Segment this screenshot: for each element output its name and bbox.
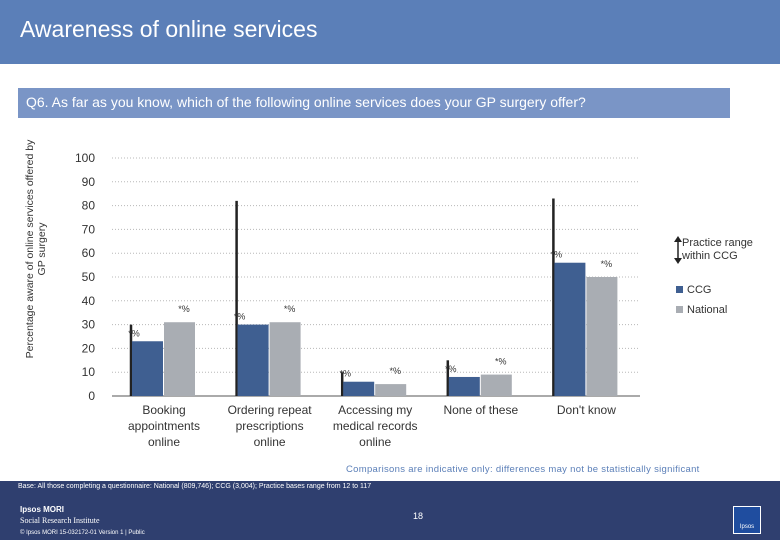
question-banner: Q6. As far as you know, which of the fol… <box>18 88 730 118</box>
page-number: 18 <box>413 511 424 521</box>
legend-national-label: National <box>687 304 728 316</box>
legend-marks <box>674 236 683 313</box>
page-title: Awareness of online services <box>20 16 318 42</box>
data-label: *% <box>234 312 246 322</box>
legend-ccg-swatch <box>676 286 683 293</box>
footer-bar <box>0 481 780 540</box>
legend-national-swatch <box>676 306 683 313</box>
legend-practice-range-label: Practice range within CCG <box>682 237 753 262</box>
x-category-label: medical records <box>333 419 418 433</box>
x-category-label: Ordering repeat <box>228 403 313 417</box>
x-category-label: prescriptions <box>236 419 304 433</box>
legend-range-arrow-down <box>674 258 682 264</box>
bars <box>132 262 618 396</box>
base-note: Base: All those completing a questionnai… <box>18 483 372 490</box>
bar-national <box>164 322 195 396</box>
bar-national <box>269 322 301 396</box>
comparison-note: Comparisons are indicative only: differe… <box>346 464 700 475</box>
y-tick-label: 100 <box>75 151 95 165</box>
y-tick-label: 10 <box>82 365 96 379</box>
data-label: *% <box>178 304 190 314</box>
y-tick-labels: 0 10 20 30 40 50 60 70 80 90 100 <box>75 151 95 403</box>
bar-ccg <box>343 381 375 396</box>
x-category-label: appointments <box>128 419 200 433</box>
institute-name: Social Research Institute <box>20 516 100 525</box>
y-tick-label: 30 <box>82 318 96 332</box>
data-label: *% <box>495 357 507 367</box>
question-text: Q6. As far as you know, which of the fol… <box>26 94 586 110</box>
legend-ccg-label: CCG <box>687 284 712 296</box>
data-label: *% <box>445 364 457 374</box>
data-label: *% <box>284 304 296 314</box>
data-label: *% <box>551 250 563 260</box>
x-category-labels: Booking appointments online Ordering repeat… <box>128 403 616 449</box>
x-category-label: Accessing my <box>338 403 412 417</box>
x-category-label: online <box>148 435 180 449</box>
bar-ccg <box>448 376 480 396</box>
ipsos-badge-logo: Ipsos <box>733 506 761 534</box>
data-label: *% <box>389 366 401 376</box>
x-category-label: Don't know <box>557 403 616 417</box>
bar-national <box>586 277 618 396</box>
bar-ccg <box>554 262 586 396</box>
practice-range-lines <box>129 198 555 396</box>
data-label: *% <box>128 328 140 338</box>
y-tick-label: 80 <box>82 199 96 213</box>
copyright-text: © Ipsos MORI 15-032172-01 Version 1 | Pu… <box>20 530 145 536</box>
y-tick-label: 50 <box>82 270 96 284</box>
y-tick-label: 40 <box>82 294 96 308</box>
x-category-label: online <box>359 435 391 449</box>
bar-ccg <box>237 324 269 396</box>
x-category-label: online <box>254 435 286 449</box>
legend-range-arrow-up <box>674 236 682 242</box>
x-category-label: Booking <box>142 403 185 417</box>
y-tick-label: 70 <box>82 222 96 236</box>
y-tick-label: 0 <box>88 389 95 403</box>
y-tick-label: 60 <box>82 246 96 260</box>
data-label: *% <box>339 369 351 379</box>
bar-national <box>375 384 407 396</box>
x-category-label: None of these <box>443 403 518 417</box>
y-tick-label: 20 <box>82 341 96 355</box>
y-tick-label: 90 <box>82 175 96 189</box>
data-labels: *% *% *% *% *% *% *% *% *% *% <box>128 250 612 379</box>
bar-national <box>480 374 512 396</box>
title-bar <box>0 0 780 64</box>
bar-ccg <box>132 341 163 396</box>
data-label: *% <box>601 259 613 269</box>
ipsos-mori-logo: Ipsos MORI <box>20 505 65 514</box>
